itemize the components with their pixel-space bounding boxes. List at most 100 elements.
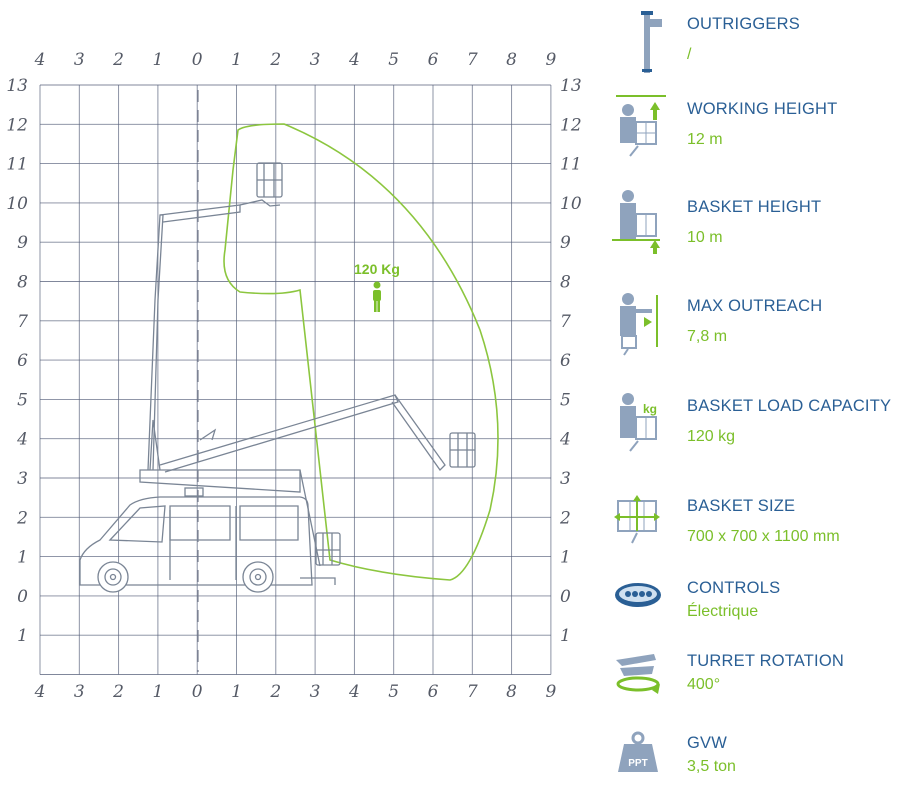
spec-value: 3,5 ton [687, 758, 736, 775]
x-tick-bottom: 4 [348, 682, 360, 702]
x-tick-top: 1 [231, 50, 242, 70]
y-tick-left: 4 [16, 430, 28, 450]
basket-size-icon [610, 487, 666, 557]
spec-label: BASKET LOAD CAPACITY [687, 397, 892, 415]
y-tick-left: 6 [17, 351, 28, 371]
y-tick-left: 3 [17, 469, 28, 489]
x-tick-top: 2 [112, 50, 124, 70]
y-tick-left: 0 [17, 587, 28, 607]
x-tick-bottom: 1 [152, 682, 163, 702]
spec-value: 10 m [687, 229, 723, 246]
y-tick-right: 2 [559, 508, 571, 528]
gvw-weight-icon: PPT [610, 728, 666, 798]
basket-load-icon: kg [610, 387, 666, 457]
x-tick-top: 7 [467, 50, 478, 70]
y-tick-right: 5 [560, 390, 571, 410]
x-tick-bottom: 4 [34, 682, 46, 702]
y-tick-right: 1 [560, 548, 571, 568]
x-tick-bottom: 5 [388, 682, 399, 702]
spec-row-outriggers: OUTRIGGERS / [596, 5, 921, 75]
spec-value: 7,8 m [687, 328, 728, 345]
x-tick-top: 3 [310, 50, 321, 70]
y-tick-right: 7 [560, 312, 571, 332]
x-tick-bottom: 8 [506, 682, 517, 702]
spec-row-basket-load: kg BASKET LOAD CAPACITY 120 kg [596, 387, 921, 457]
y-tick-right: 6 [560, 351, 571, 371]
spec-label: TURRET ROTATION [687, 652, 844, 670]
spec-label: OUTRIGGERS [687, 15, 800, 33]
y-tick-right: 12 [560, 115, 582, 135]
y-tick-right: 1 [560, 626, 571, 646]
x-tick-top: 6 [428, 50, 439, 70]
load-label: 120 Kg [354, 261, 400, 277]
specifications-panel: OUTRIGGERS / WORKING HEIGHT 12 m BASKET HEIG… [596, 0, 921, 784]
x-tick-bottom: 0 [192, 682, 203, 702]
working-envelope [223, 123, 499, 581]
spec-label: WORKING HEIGHT [687, 100, 838, 118]
spec-row-basket-height: BASKET HEIGHT 10 m [596, 188, 921, 258]
x-tick-bottom: 2 [112, 682, 124, 702]
working-height-icon [610, 90, 666, 160]
spec-row-turret-rotation: TURRET ROTATION 400° [596, 646, 921, 716]
y-tick-left: 11 [6, 155, 28, 175]
y-tick-right: 13 [560, 76, 582, 96]
x-tick-bottom: 9 [545, 682, 556, 702]
x-tick-bottom: 2 [269, 682, 281, 702]
x-tick-top: 4 [348, 50, 360, 70]
y-tick-left: 7 [17, 312, 28, 332]
y-tick-left: 13 [6, 76, 28, 96]
spec-value: Électrique [687, 603, 759, 620]
y-tick-left: 5 [17, 390, 28, 410]
x-tick-top: 8 [506, 50, 517, 70]
spec-value: 400° [687, 676, 721, 693]
y-tick-right: 8 [560, 273, 571, 293]
outriggers-icon [610, 5, 666, 75]
y-tick-left: 1 [17, 626, 28, 646]
y-tick-left: 12 [6, 115, 28, 135]
spec-row-basket-size: BASKET SIZE 700 x 700 x 1100 mm [596, 487, 921, 557]
x-tick-bottom: 7 [467, 682, 478, 702]
y-tick-right: 4 [559, 430, 571, 450]
spec-value: 700 x 700 x 1100 mm [687, 528, 840, 545]
spec-value: 12 m [687, 131, 723, 148]
basket-height-icon [610, 188, 666, 258]
spec-row-controls: CONTROLS Électrique [596, 573, 921, 643]
person-icon [373, 281, 381, 312]
svg-text:PPT: PPT [628, 758, 647, 769]
max-outreach-icon [610, 287, 666, 357]
y-tick-left: 9 [17, 233, 28, 253]
x-tick-bottom: 6 [428, 682, 439, 702]
spec-label: GVW [687, 734, 728, 752]
spec-row-working-height: WORKING HEIGHT 12 m [596, 90, 921, 160]
x-tick-bottom: 3 [310, 682, 321, 702]
aerial-platform-truck [79, 162, 476, 593]
y-tick-right: 10 [560, 194, 582, 214]
y-tick-right: 0 [560, 587, 571, 607]
spec-label: MAX OUTREACH [687, 297, 823, 315]
x-tick-top: 3 [74, 50, 85, 70]
spec-label: BASKET SIZE [687, 497, 796, 515]
spec-row-gvw-weight: PPT GVW 3,5 ton [596, 728, 921, 798]
y-tick-left: 8 [17, 273, 28, 293]
x-tick-top: 5 [388, 50, 399, 70]
x-tick-top: 0 [192, 50, 203, 70]
y-tick-right: 11 [560, 155, 582, 175]
y-tick-right: 3 [560, 469, 571, 489]
y-tick-left: 2 [16, 508, 28, 528]
turret-rotation-icon [610, 646, 666, 716]
svg-text:kg: kg [643, 402, 657, 416]
x-tick-bottom: 3 [74, 682, 85, 702]
controls-icon [610, 573, 666, 643]
spec-value: 120 kg [687, 428, 736, 445]
x-tick-top: 2 [269, 50, 281, 70]
spec-label: CONTROLS [687, 579, 781, 597]
spec-row-max-outreach: MAX OUTREACH 7,8 m [596, 287, 921, 357]
spec-value: / [687, 46, 692, 63]
y-tick-left: 1 [17, 548, 28, 568]
y-tick-left: 10 [6, 194, 28, 214]
spec-label: BASKET HEIGHT [687, 198, 822, 216]
x-tick-top: 1 [152, 50, 163, 70]
x-tick-top: 9 [545, 50, 556, 70]
